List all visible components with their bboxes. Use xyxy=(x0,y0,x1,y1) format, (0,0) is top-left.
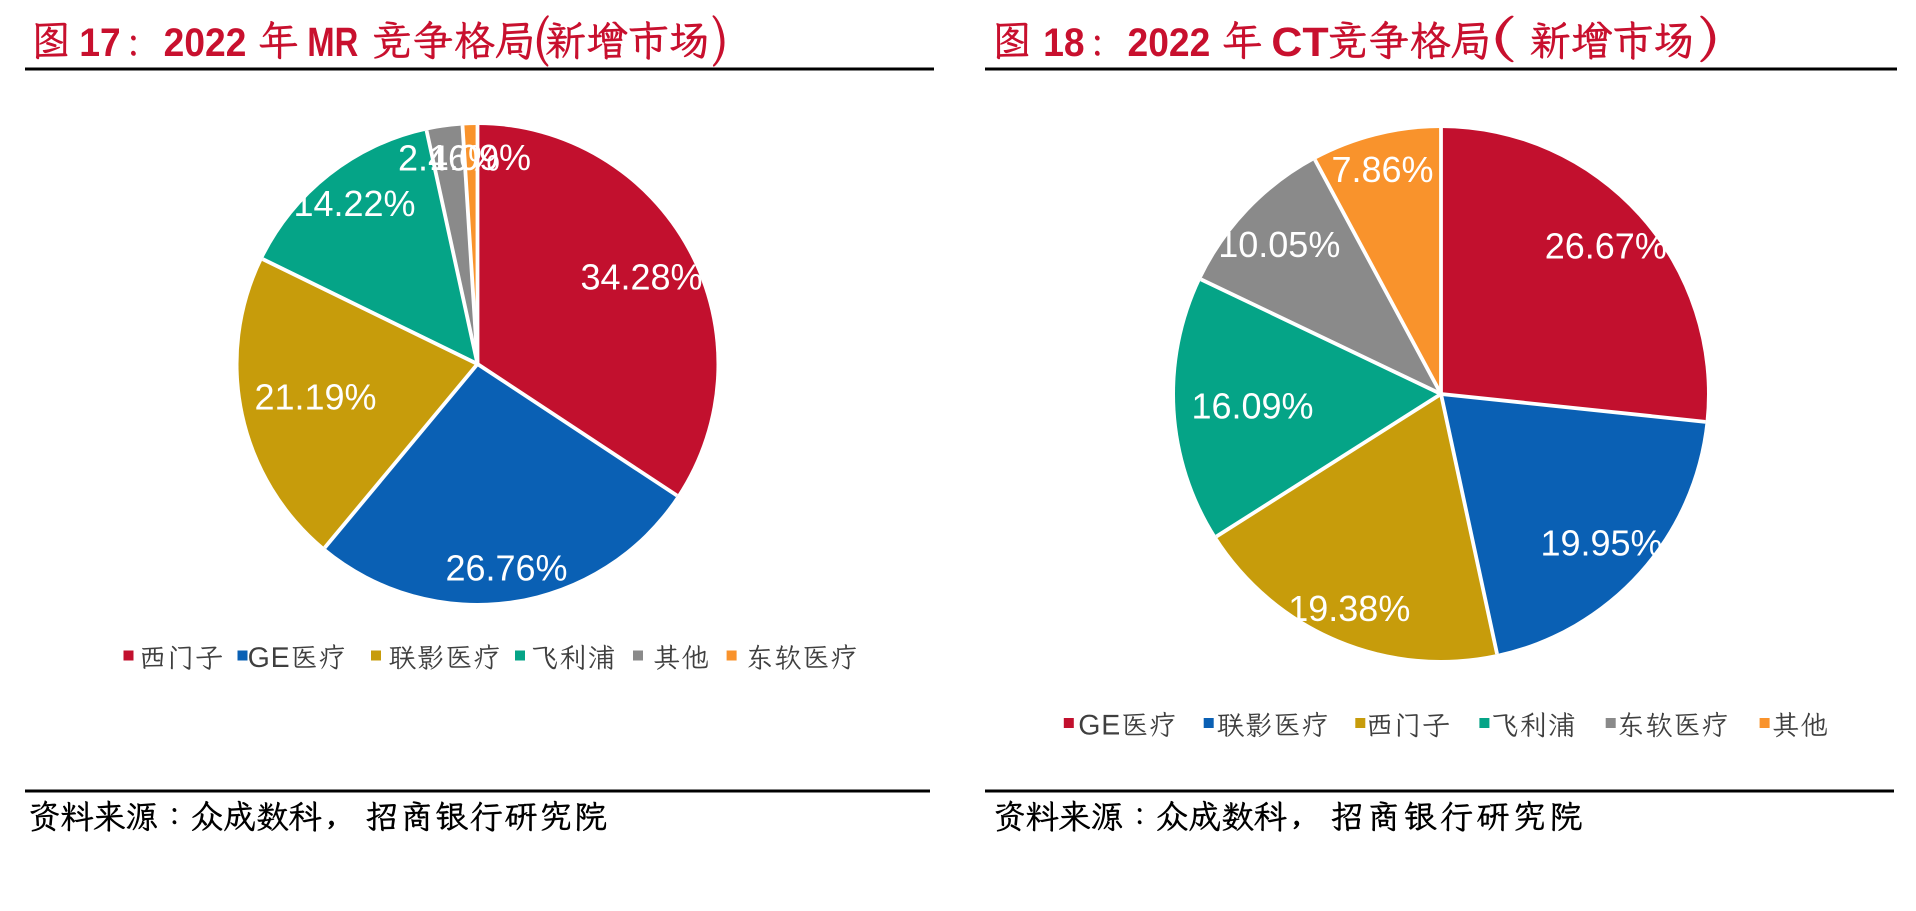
svg-text:19.95%: 19.95% xyxy=(1540,523,1662,564)
svg-text:10.05%: 10.05% xyxy=(1218,224,1340,265)
svg-text:26.76%: 26.76% xyxy=(445,548,567,589)
svg-text:16.09%: 16.09% xyxy=(1191,385,1313,426)
svg-text:26.67%: 26.67% xyxy=(1545,226,1667,267)
svg-text:1.09%: 1.09% xyxy=(429,137,531,178)
svg-text:34.28%: 34.28% xyxy=(580,257,702,298)
svg-text:19.38%: 19.38% xyxy=(1288,588,1410,629)
svg-text:14.22%: 14.22% xyxy=(293,183,415,224)
svg-text:2.46%: 2.46% xyxy=(398,138,500,179)
svg-text:7.86%: 7.86% xyxy=(1331,149,1433,190)
svg-text:21.19%: 21.19% xyxy=(254,377,376,418)
